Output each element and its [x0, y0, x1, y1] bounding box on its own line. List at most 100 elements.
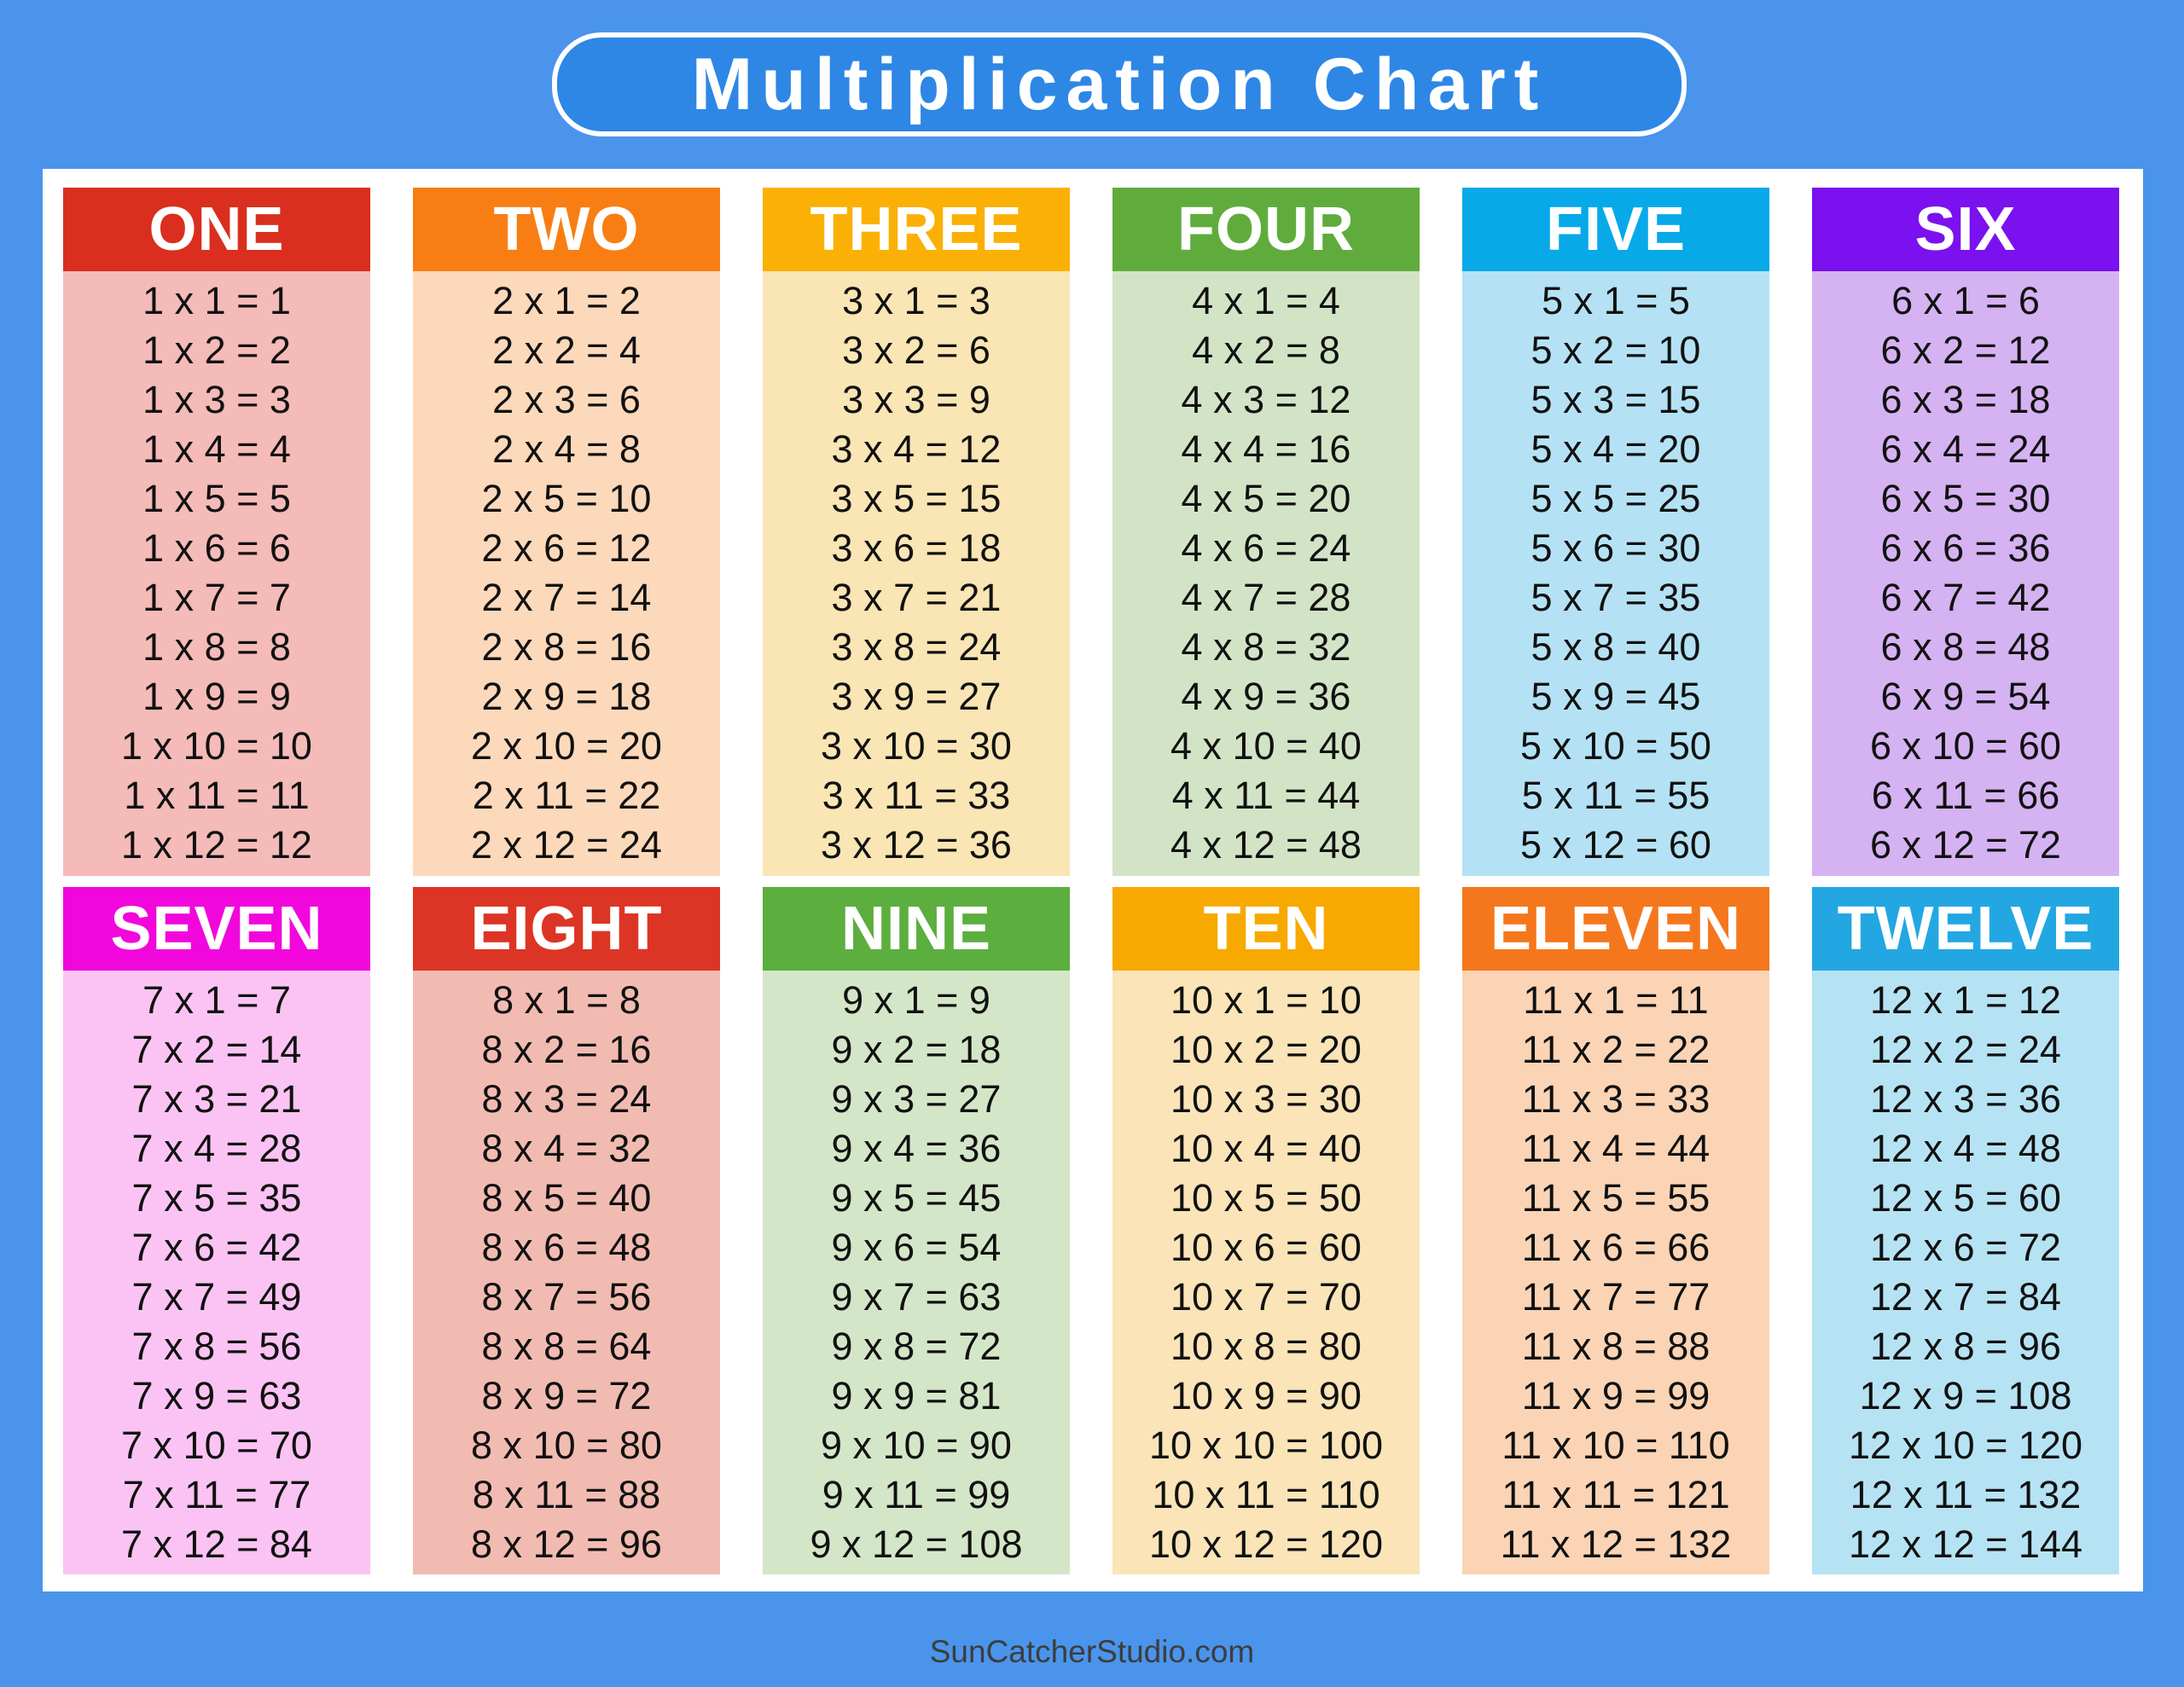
fact-row: 12 x 12 = 144	[1849, 1522, 2082, 1566]
fact-row: 10 x 9 = 90	[1170, 1373, 1362, 1417]
table-card-header: SIX	[1812, 188, 2119, 271]
fact-row: 10 x 4 = 40	[1170, 1126, 1362, 1170]
fact-row: 8 x 2 = 16	[481, 1027, 652, 1071]
fact-row: 12 x 1 = 12	[1870, 977, 2061, 1022]
fact-row: 11 x 11 = 121	[1502, 1472, 1730, 1516]
fact-row: 4 x 12 = 48	[1170, 823, 1362, 867]
fact-row: 12 x 7 = 84	[1870, 1274, 2061, 1319]
table-card-title: FOUR	[1177, 195, 1355, 264]
fact-row: 12 x 5 = 60	[1870, 1175, 2061, 1220]
fact-row: 3 x 4 = 12	[831, 426, 1002, 471]
fact-row: 11 x 4 = 44	[1521, 1126, 1711, 1170]
fact-row: 3 x 7 = 21	[831, 576, 1002, 619]
fact-row: 5 x 10 = 50	[1520, 724, 1711, 768]
table-card-body: 1 x 1 = 1 1 x 2 = 2 1 x 3 = 3 1 x 4 = 4 1 x …	[63, 271, 370, 876]
fact-row: 2 x 5 = 10	[481, 476, 652, 520]
fact-row: 3 x 8 = 24	[831, 625, 1002, 670]
fact-row: 10 x 11 = 110	[1152, 1472, 1380, 1516]
fact-row: 6 x 4 = 24	[1880, 426, 2051, 471]
fact-row: 2 x 1 = 2	[492, 278, 641, 322]
table-card-five: FIVE 5 x 1 = 5 5 x 2 = 10 5 x 3 = 15 5 x 4 …	[1462, 188, 1769, 876]
fact-row: 8 x 11 = 88	[472, 1472, 661, 1516]
table-card-body: 7 x 1 = 7 7 x 2 = 14 7 x 3 = 21 7 x 4 = 28 7…	[63, 971, 370, 1574]
fact-row: 1 x 8 = 8	[142, 625, 291, 670]
fact-row: 6 x 5 = 30	[1880, 476, 2051, 520]
fact-row: 2 x 7 = 14	[481, 576, 652, 619]
table-card-header: FOUR	[1112, 188, 1420, 271]
fact-row: 2 x 2 = 4	[492, 328, 641, 372]
table-card-title: THREE	[810, 195, 1023, 264]
fact-row: 9 x 7 = 63	[831, 1274, 1002, 1319]
fact-row: 7 x 5 = 35	[131, 1175, 302, 1220]
fact-row: 7 x 4 = 28	[131, 1126, 302, 1170]
table-card-title: ONE	[148, 195, 285, 264]
fact-row: 2 x 3 = 6	[492, 377, 641, 421]
page-title: Multiplication Chart	[691, 43, 1548, 125]
fact-row: 6 x 10 = 60	[1870, 724, 2061, 768]
fact-row: 3 x 9 = 27	[831, 675, 1002, 719]
fact-row: 9 x 8 = 72	[831, 1324, 1002, 1368]
table-card-title: TWO	[493, 195, 640, 264]
fact-row: 7 x 7 = 49	[131, 1274, 302, 1319]
table-card-four: FOUR 4 x 1 = 4 4 x 2 = 8 4 x 3 = 12 4 x 4 =…	[1112, 188, 1420, 876]
fact-row: 12 x 10 = 120	[1849, 1423, 2082, 1467]
fact-row: 12 x 2 = 24	[1870, 1027, 2061, 1071]
fact-row: 6 x 1 = 6	[1891, 278, 2040, 322]
fact-row: 12 x 6 = 72	[1870, 1225, 2061, 1269]
fact-row: 12 x 11 = 132	[1850, 1472, 2082, 1516]
fact-row: 10 x 5 = 50	[1170, 1175, 1362, 1220]
fact-row: 9 x 1 = 9	[842, 977, 990, 1022]
fact-row: 7 x 12 = 84	[121, 1522, 312, 1566]
fact-row: 6 x 9 = 54	[1880, 675, 2051, 719]
fact-row: 5 x 4 = 20	[1531, 426, 1701, 471]
fact-row: 8 x 8 = 64	[481, 1324, 652, 1368]
fact-row: 8 x 1 = 8	[492, 977, 641, 1022]
fact-row: 8 x 3 = 24	[481, 1076, 652, 1121]
fact-row: 11 x 3 = 33	[1521, 1076, 1711, 1121]
fact-row: 9 x 9 = 81	[831, 1373, 1002, 1417]
fact-row: 8 x 12 = 96	[471, 1522, 662, 1566]
fact-row: 11 x 7 = 77	[1521, 1274, 1711, 1319]
fact-row: 2 x 6 = 12	[481, 525, 652, 570]
fact-row: 5 x 6 = 30	[1531, 525, 1701, 570]
fact-row: 12 x 9 = 108	[1859, 1373, 2072, 1417]
fact-row: 1 x 6 = 6	[142, 525, 291, 570]
fact-row: 7 x 6 = 42	[131, 1225, 302, 1269]
table-card-title: FIVE	[1545, 195, 1687, 264]
table-card-body: 9 x 1 = 9 9 x 2 = 18 9 x 3 = 27 9 x 4 = 36 9…	[763, 971, 1070, 1574]
tables-grid: ONE 1 x 1 = 1 1 x 2 = 2 1 x 3 = 3 1 x 4 = 4…	[63, 188, 2123, 1574]
fact-row: 4 x 2 = 8	[1192, 328, 1340, 372]
fact-row: 4 x 5 = 20	[1181, 476, 1351, 520]
fact-row: 5 x 12 = 60	[1520, 823, 1711, 867]
fact-row: 5 x 5 = 25	[1531, 476, 1701, 520]
fact-row: 6 x 11 = 66	[1871, 774, 2060, 818]
table-card-eleven: ELEVEN 11 x 1 = 11 11 x 2 = 22 11 x 3 = 33…	[1462, 887, 1769, 1574]
fact-row: 1 x 1 = 1	[142, 278, 291, 322]
fact-row: 5 x 7 = 35	[1531, 576, 1701, 619]
fact-row: 7 x 11 = 77	[122, 1472, 311, 1516]
table-card-body: 5 x 1 = 5 5 x 2 = 10 5 x 3 = 15 5 x 4 = 20 5…	[1462, 271, 1769, 876]
fact-row: 9 x 6 = 54	[831, 1225, 1002, 1269]
table-card-header: THREE	[763, 188, 1070, 271]
fact-row: 11 x 9 = 99	[1521, 1373, 1711, 1417]
fact-row: 9 x 5 = 45	[831, 1175, 1002, 1220]
table-card-header: TEN	[1112, 887, 1420, 971]
fact-row: 4 x 10 = 40	[1170, 724, 1362, 768]
fact-row: 3 x 11 = 33	[822, 774, 1011, 818]
fact-row: 9 x 12 = 108	[810, 1522, 1023, 1566]
fact-row: 3 x 2 = 6	[842, 328, 990, 372]
fact-row: 11 x 10 = 110	[1502, 1423, 1730, 1467]
table-card-body: 2 x 1 = 2 2 x 2 = 4 2 x 3 = 6 2 x 4 = 8 2 x …	[413, 271, 720, 876]
fact-row: 1 x 5 = 5	[142, 476, 291, 520]
fact-row: 8 x 9 = 72	[481, 1373, 652, 1417]
fact-row: 2 x 10 = 20	[471, 724, 662, 768]
table-card-seven: SEVEN 7 x 1 = 7 7 x 2 = 14 7 x 3 = 21 7 x 4…	[63, 887, 370, 1574]
fact-row: 10 x 7 = 70	[1170, 1274, 1362, 1319]
fact-row: 11 x 1 = 11	[1523, 977, 1709, 1022]
fact-row: 1 x 2 = 2	[142, 328, 291, 372]
fact-row: 10 x 10 = 100	[1149, 1423, 1383, 1467]
table-card-body: 8 x 1 = 8 8 x 2 = 16 8 x 3 = 24 8 x 4 = 32 8…	[413, 971, 720, 1574]
fact-row: 4 x 11 = 44	[1171, 774, 1361, 818]
fact-row: 10 x 6 = 60	[1170, 1225, 1362, 1269]
